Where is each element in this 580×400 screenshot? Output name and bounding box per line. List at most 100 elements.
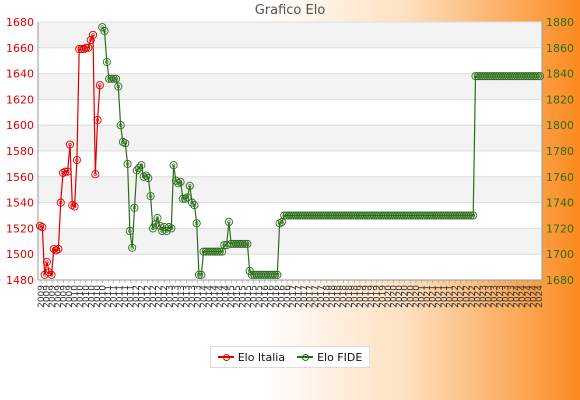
x-tick-label: 2014 <box>199 285 209 308</box>
right-tick-label: 1720 <box>546 222 574 235</box>
left-axis-ticks: 1480 1500 1520 1540 1560 1580 1600 1620 1640 1660… <box>6 16 34 287</box>
series-line <box>39 34 101 277</box>
x-tick-label: 2023 <box>496 285 506 308</box>
data-point <box>54 244 63 254</box>
data-point <box>128 243 137 252</box>
data-point-inner <box>178 180 183 184</box>
x-tick-label: 2020 <box>412 285 422 308</box>
data-point <box>183 193 192 202</box>
plot-band <box>38 176 542 203</box>
x-tick-label: 2022 <box>468 285 478 308</box>
data-point <box>181 194 190 203</box>
data-point <box>47 270 56 279</box>
data-point <box>197 270 206 279</box>
data-point-inner <box>68 142 72 147</box>
x-tick-label: 2010 <box>99 285 109 308</box>
x-tick-label: 2014 <box>205 285 215 308</box>
data-point <box>70 202 79 211</box>
data-point <box>243 239 252 248</box>
data-point-inner <box>275 273 280 277</box>
x-tick-label: 2011 <box>110 285 120 308</box>
x-tick-label: 2016 <box>261 285 271 308</box>
data-point-inner <box>45 260 49 264</box>
data-point <box>224 217 233 226</box>
data-point-inner <box>116 84 121 89</box>
x-tick-label: 2021 <box>440 285 450 308</box>
x-tick-label: 2009 <box>48 285 58 308</box>
data-point-inner <box>128 229 132 233</box>
data-point <box>35 221 45 230</box>
x-tick-label: 2011 <box>104 285 114 308</box>
x-tick-label: 2013 <box>171 285 181 308</box>
x-tick-label: 2010 <box>71 285 81 308</box>
data-point <box>190 201 199 210</box>
x-tick-label: 2018 <box>322 285 332 308</box>
data-point-inner <box>65 169 70 174</box>
data-point <box>45 268 54 277</box>
x-tick-label: 2021 <box>434 285 444 308</box>
left-tick-label: 1560 <box>6 171 34 184</box>
x-tick-label: 2010 <box>87 285 97 308</box>
data-point-inner <box>93 172 97 176</box>
x-tick-label: 2020 <box>395 285 405 308</box>
x-tick-label: 2021 <box>417 285 427 308</box>
data-point <box>118 137 127 147</box>
data-point <box>95 81 104 90</box>
legend-item-italia[interactable]: Elo Italia <box>217 350 286 364</box>
left-tick-label: 1580 <box>6 145 34 158</box>
data-point-inner <box>72 204 77 209</box>
data-point <box>153 214 162 223</box>
right-tick-label: 1840 <box>546 68 574 81</box>
x-tick-label: 2013 <box>188 285 198 308</box>
data-point <box>102 57 111 67</box>
data-point-inner <box>125 162 130 166</box>
data-point <box>185 181 194 190</box>
left-tick-label: 1520 <box>6 222 34 235</box>
right-tick-label: 1740 <box>546 197 574 210</box>
legend-label-italia: Elo Italia <box>237 350 286 364</box>
data-point <box>65 140 75 149</box>
data-point-inner <box>227 220 231 224</box>
right-tick-label: 1760 <box>546 171 574 184</box>
x-tick-label: 2009 <box>65 285 75 308</box>
x-tick-label: 2015 <box>227 285 237 308</box>
data-point <box>148 224 157 233</box>
x-tick-label: 2012 <box>138 285 148 308</box>
x-tick-label: 2016 <box>272 285 282 308</box>
data-point <box>88 30 98 39</box>
plot-band <box>38 22 542 48</box>
data-point <box>158 226 167 236</box>
x-tick-label: 2024 <box>513 285 523 308</box>
data-point-inner <box>190 200 194 205</box>
data-point <box>111 74 121 83</box>
x-tick-label: 2023 <box>507 285 517 308</box>
x-tick-label: 2020 <box>384 285 394 308</box>
data-point <box>100 26 109 36</box>
x-tick-label: 2019 <box>373 285 383 308</box>
x-tick-label: 2012 <box>160 285 170 308</box>
x-tick-label: 2020 <box>406 285 416 308</box>
data-point <box>98 23 107 32</box>
x-tick-label: 2021 <box>429 285 439 308</box>
legend-item-fide[interactable]: Elo FIDE <box>297 351 362 364</box>
data-point-inner <box>123 141 127 145</box>
data-point-inner <box>146 176 150 180</box>
x-axis-ticks: 2009200920092009200920092010201020102010… <box>37 280 545 308</box>
x-tick-label: 2021 <box>445 285 455 308</box>
x-tick-label: 2023 <box>479 285 489 308</box>
data-point <box>42 257 51 266</box>
x-tick-label: 2014 <box>210 285 220 308</box>
x-tick-label: 2017 <box>317 285 327 308</box>
x-tick-label: 2010 <box>76 285 86 308</box>
data-point <box>146 192 155 201</box>
data-point <box>275 219 284 228</box>
x-tick-label: 2009 <box>59 285 69 308</box>
left-tick-label: 1600 <box>6 119 34 132</box>
data-point-inner <box>132 206 137 210</box>
x-tick-label: 2012 <box>149 285 159 308</box>
data-point-inner <box>192 203 197 207</box>
data-point <box>469 211 478 220</box>
data-point <box>38 223 47 232</box>
data-point-inner <box>118 123 123 127</box>
